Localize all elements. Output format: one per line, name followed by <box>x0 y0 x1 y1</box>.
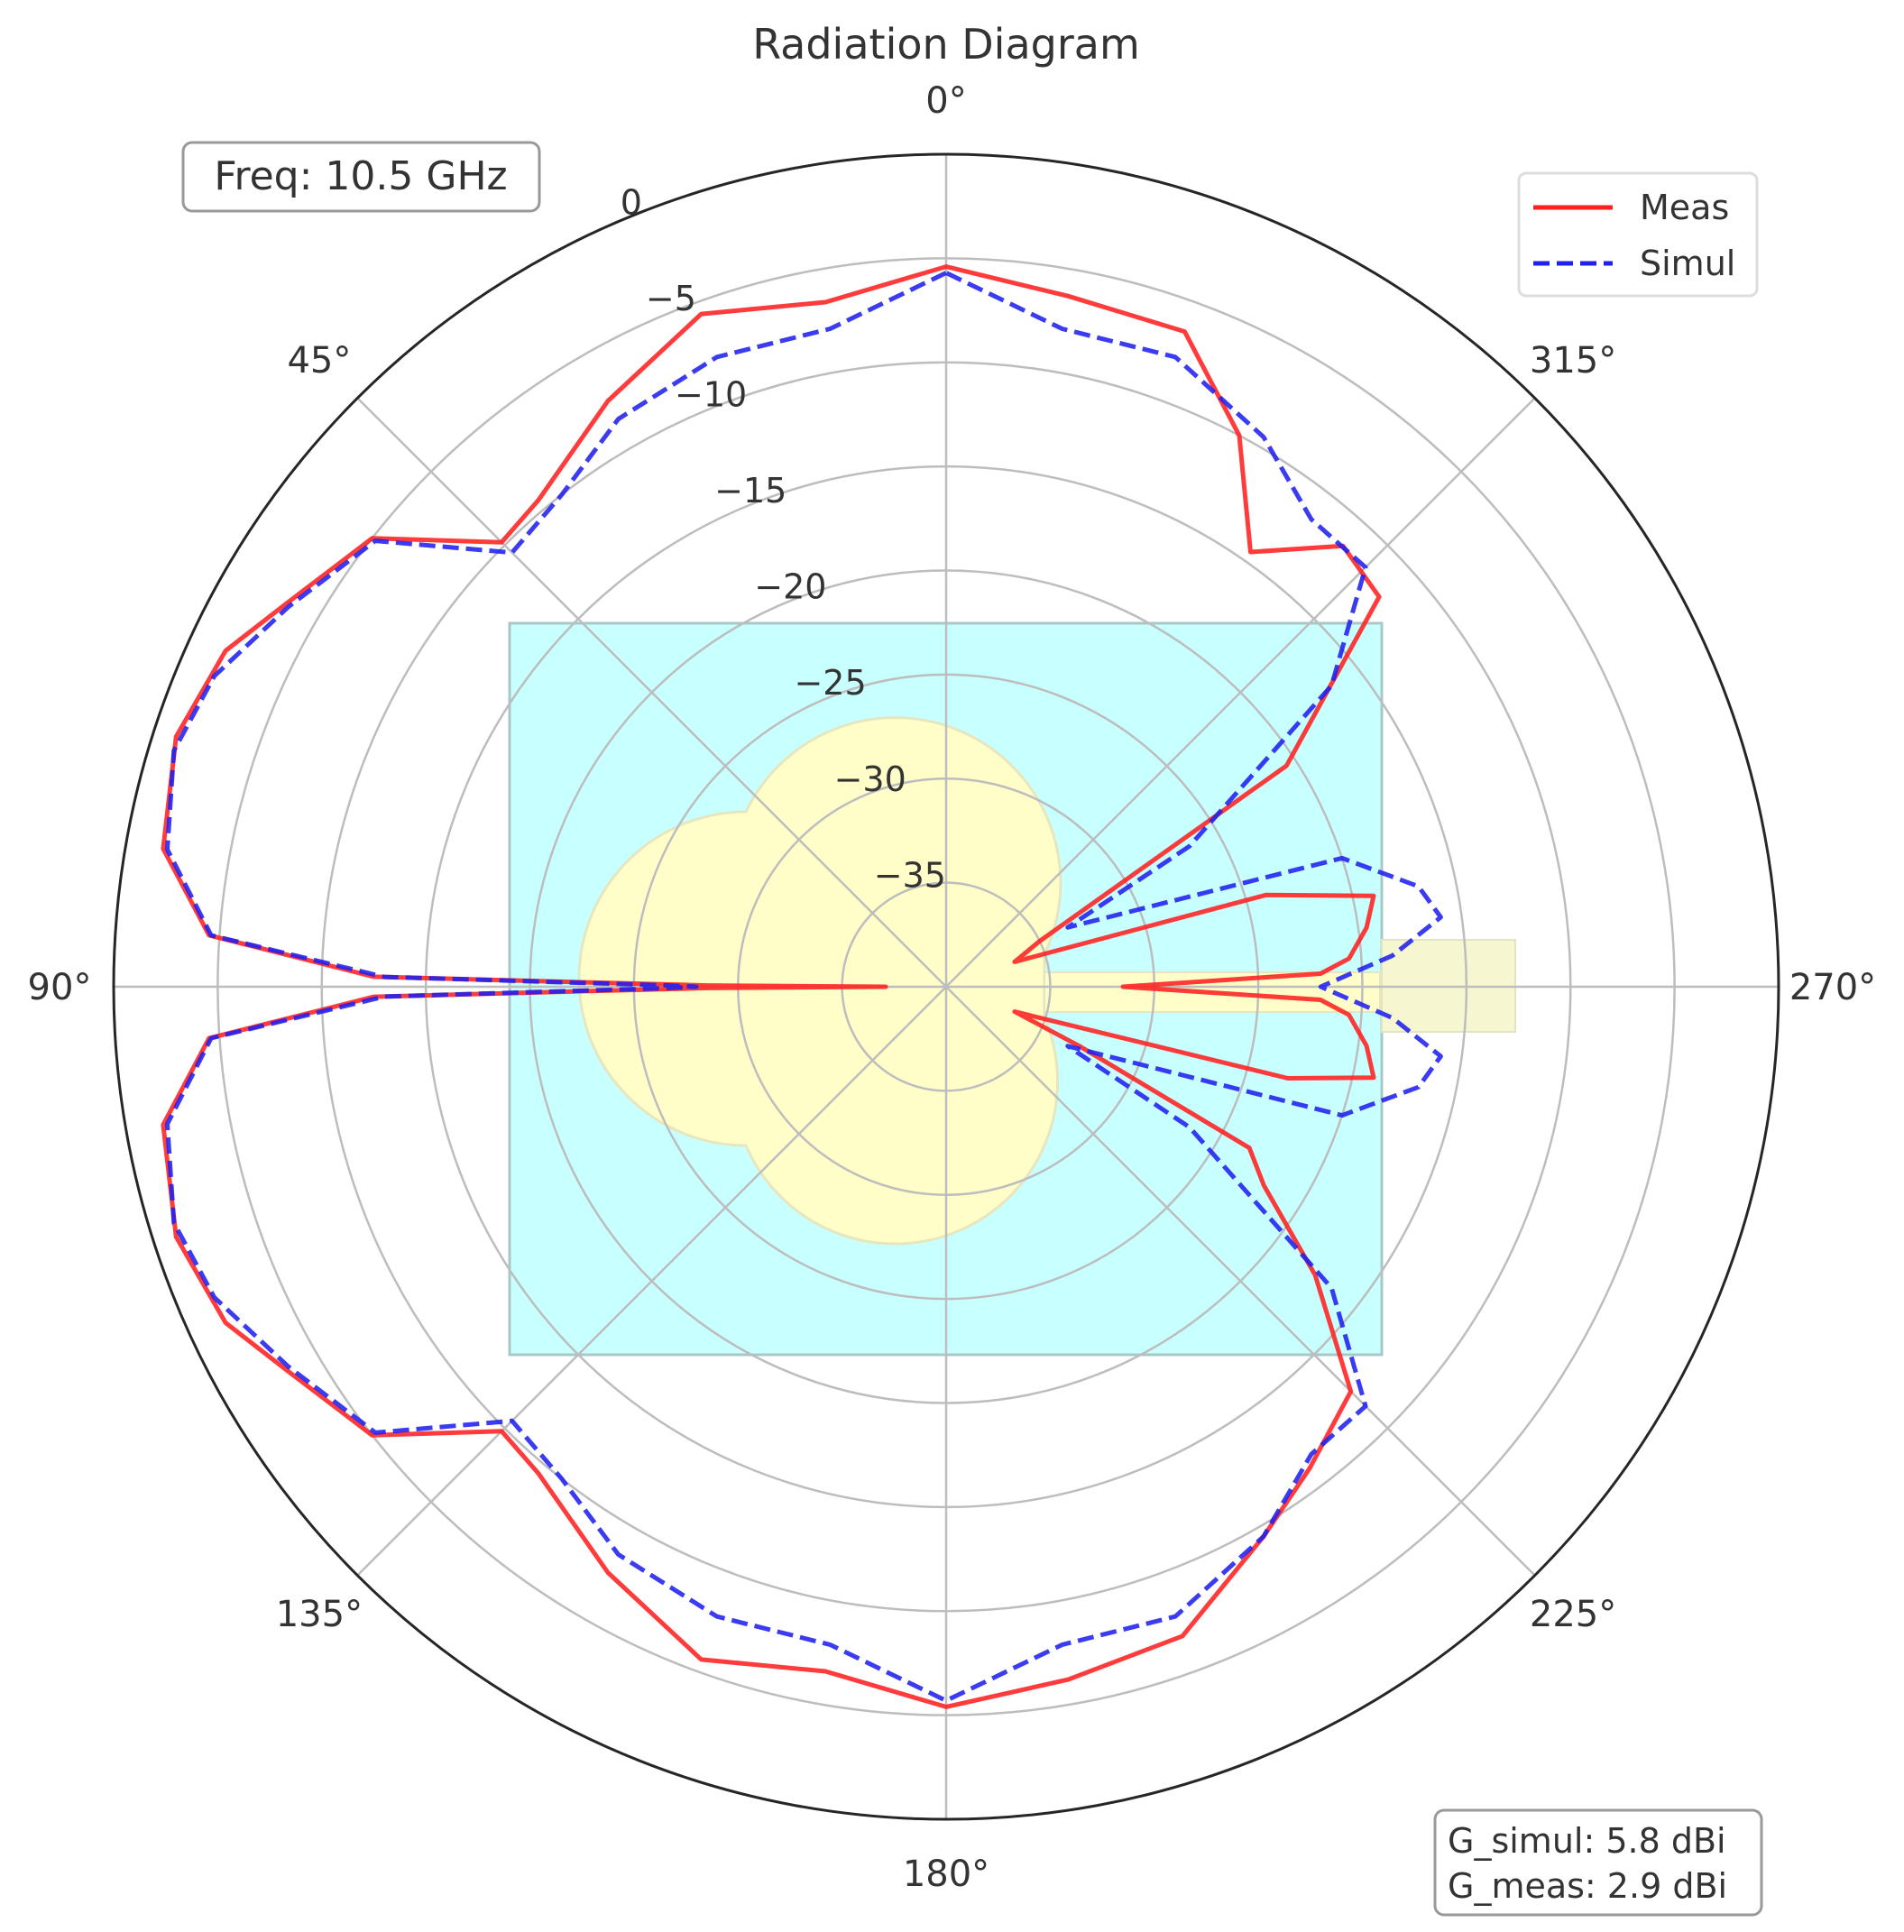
theta-tick-label-315: 315° <box>1530 340 1616 382</box>
r-tick-label-4: −20 <box>754 567 826 607</box>
series-lines <box>161 264 1443 1709</box>
axis-labels: 0° 45° 90° 135° 180° 225° 270° 315° 0 −5 −10 −15 −20… <box>28 80 1877 1895</box>
grid-spoke-5 <box>945 986 1536 1577</box>
frequency-box: Freq: 10.5 GHz <box>181 141 541 213</box>
legend-label-simul: Simul <box>1640 244 1735 283</box>
chart-title: Radiation Diagram <box>752 20 1140 69</box>
theta-tick-label-270: 270° <box>1789 967 1876 1008</box>
r-tick-label-5: −25 <box>794 663 866 703</box>
legend-label-meas: Meas <box>1640 188 1729 227</box>
theta-tick-label-0: 0° <box>925 80 966 122</box>
grid-spoke-3 <box>356 986 947 1577</box>
theta-tick-label-45: 45° <box>287 340 351 382</box>
theta-tick-label-135: 135° <box>276 1594 363 1635</box>
grid-spoke-1 <box>356 397 947 988</box>
gain-note-box: G_simul: 5.8 dBi G_meas: 2.9 dBi <box>1433 1808 1763 1917</box>
grid-spoke-7 <box>945 397 1536 988</box>
patch-shape <box>577 716 1062 1246</box>
series-line-meas <box>161 264 1382 1709</box>
gain-simul-text: G_simul: 5.8 dBi <box>1448 1821 1726 1861</box>
legend: Meas Simul <box>1517 171 1759 298</box>
r-tick-label-2: −10 <box>675 374 747 414</box>
theta-tick-label-180: 180° <box>903 1854 989 1895</box>
theta-tick-label-90: 90° <box>28 967 92 1008</box>
r-tick-label-0: 0 <box>621 182 642 222</box>
frequency-text: Freq: 10.5 GHz <box>214 153 507 199</box>
polar-grid <box>112 152 1780 1821</box>
r-tick-label-1: −5 <box>646 279 696 318</box>
r-tick-label-6: −30 <box>834 759 906 799</box>
r-tick-label-7: −35 <box>874 855 946 895</box>
polar-frame <box>112 152 1780 1821</box>
r-tick-label-3: −15 <box>714 471 786 511</box>
series-line-simul <box>165 271 1443 1703</box>
gain-meas-text: G_meas: 2.9 dBi <box>1448 1866 1727 1906</box>
theta-tick-label-225: 225° <box>1530 1594 1616 1635</box>
